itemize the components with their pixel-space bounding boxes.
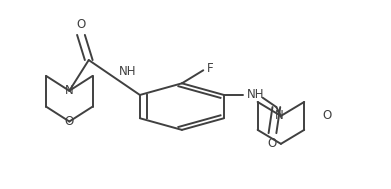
Text: NH: NH — [247, 88, 265, 101]
Text: N: N — [274, 109, 283, 122]
Text: O: O — [65, 115, 74, 128]
Text: NH: NH — [119, 65, 136, 78]
Text: O: O — [323, 109, 332, 122]
Text: F: F — [207, 62, 213, 74]
Text: N: N — [65, 84, 74, 97]
Text: O: O — [268, 137, 277, 150]
Text: O: O — [76, 18, 86, 31]
